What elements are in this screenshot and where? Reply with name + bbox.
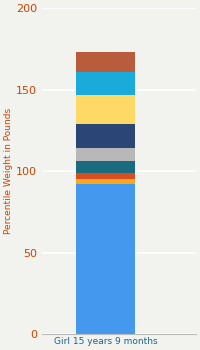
Bar [76, 52, 135, 72]
Bar [76, 148, 135, 161]
Bar [76, 72, 135, 95]
Bar [76, 94, 135, 124]
Bar [76, 161, 135, 173]
Bar [76, 184, 135, 334]
Bar [76, 179, 135, 184]
Bar [76, 124, 135, 148]
Y-axis label: Percentile Weight in Pounds: Percentile Weight in Pounds [4, 108, 13, 234]
Bar [76, 173, 135, 179]
